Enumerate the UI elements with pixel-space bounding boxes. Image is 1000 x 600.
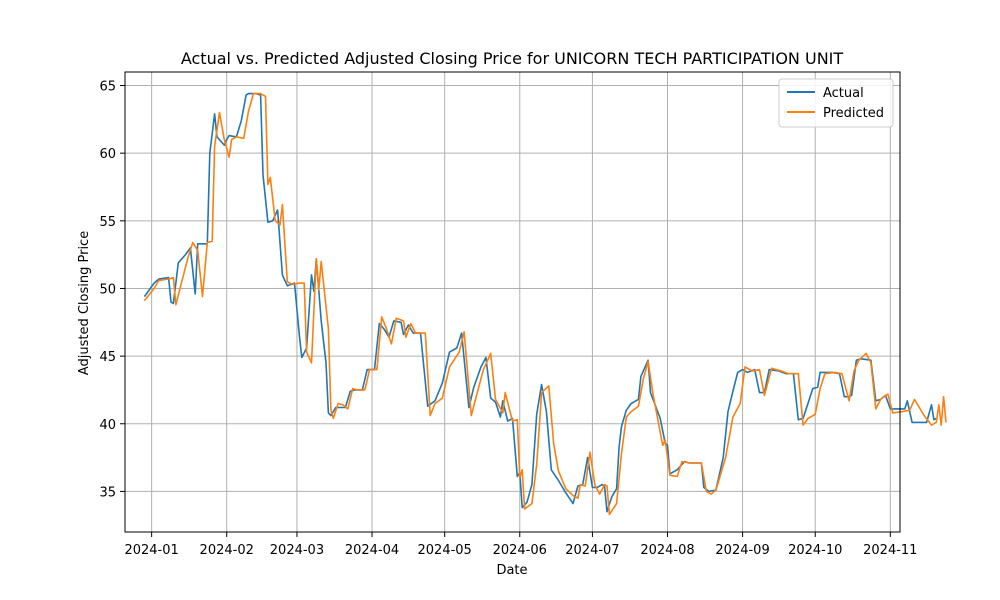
y-tick-label: 55	[99, 215, 116, 230]
x-tick-label: 2024-10	[788, 543, 842, 558]
y-tick-label: 35	[99, 485, 116, 500]
x-axis-label: Date	[496, 563, 527, 578]
x-tick-label: 2024-09	[715, 543, 769, 558]
plot-frame	[124, 71, 901, 533]
y-axis: 35 40 45 50 55 60 65	[99, 80, 125, 500]
x-tick-label: 2024-06	[493, 543, 547, 558]
legend-label-predicted: Predicted	[823, 106, 884, 121]
y-axis-label: Adjusted Closing Price	[77, 231, 92, 375]
x-tick-label: 2024-03	[270, 543, 324, 558]
plot-area	[125, 72, 900, 532]
grid	[125, 72, 900, 532]
chart-title: Actual vs. Predicted Adjusted Closing Pr…	[181, 49, 844, 68]
x-tick-label: 2024-02	[200, 543, 254, 558]
x-tick-label: 2024-05	[418, 543, 472, 558]
y-tick-label: 60	[99, 147, 116, 162]
y-tick-label: 45	[99, 350, 116, 365]
y-tick-label: 50	[99, 282, 116, 297]
y-tick-label: 65	[99, 80, 116, 95]
x-tick-label: 2024-04	[345, 543, 399, 558]
legend: Actual Predicted	[778, 78, 894, 128]
x-axis: 2024-01 2024-02 2024-03 2024-04 2024-05 2024-…	[124, 532, 917, 558]
series-line-actual	[143, 92, 937, 513]
y-tick-label: 40	[99, 418, 116, 433]
x-tick-label: 2024-08	[640, 543, 694, 558]
legend-label-actual: Actual	[823, 86, 864, 101]
x-tick-label: 2024-11	[863, 543, 917, 558]
x-tick-label: 2024-01	[124, 543, 178, 558]
series-line-predicted	[143, 92, 947, 516]
series-group	[143, 92, 947, 516]
x-tick-label: 2024-07	[565, 543, 619, 558]
